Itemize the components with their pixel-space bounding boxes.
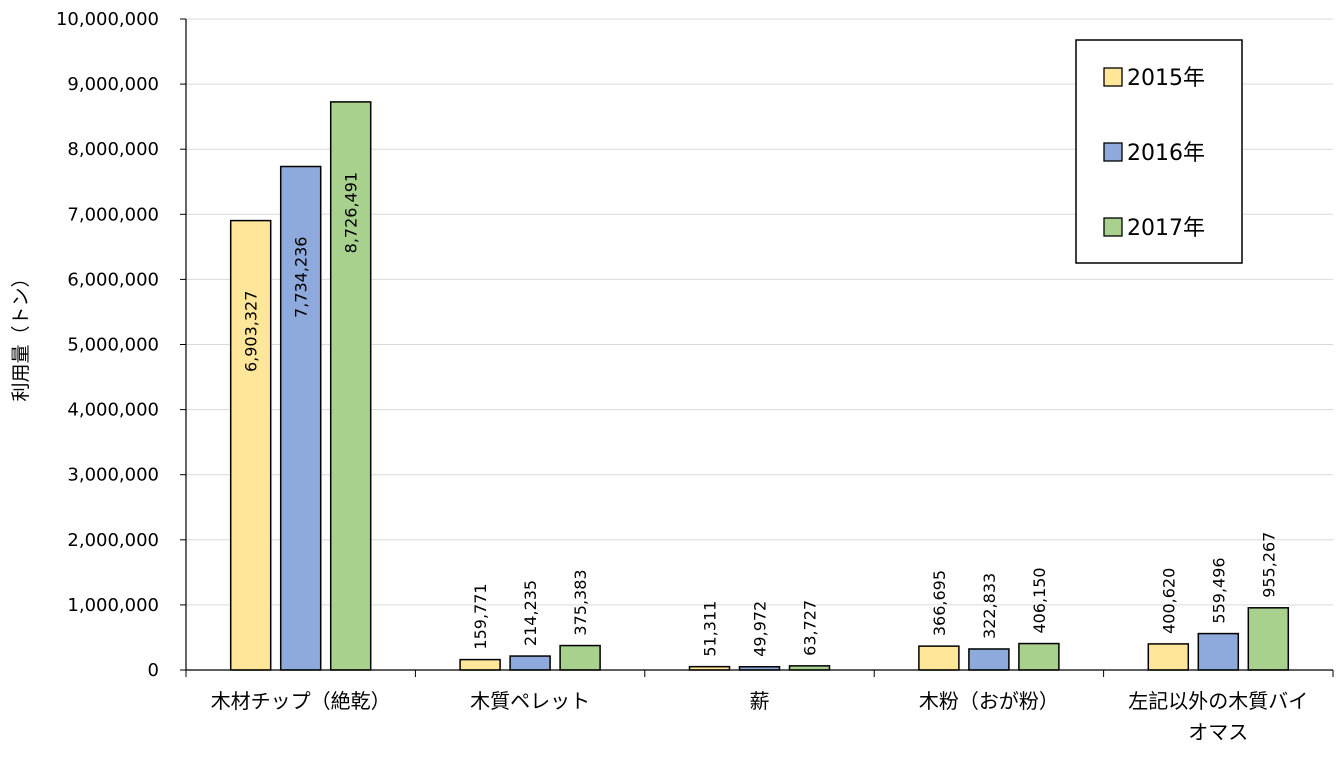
bar-series: 6,903,327 7,734,236 8,726,491 159,771 214,23… [229, 101, 1290, 671]
bar [459, 658, 501, 671]
y-axis: 0 1,000,000 2,000,000 3,000,000 4,000,000 5,0… [56, 9, 187, 681]
y-tick-label: 10,000,000 [56, 9, 159, 30]
y-axis-label: 利用量（トン） [10, 268, 32, 401]
data-label: 8,726,491 [342, 172, 361, 253]
data-label: 400,620 [1159, 568, 1178, 634]
y-tick-label: 9,000,000 [67, 74, 159, 95]
data-label: 63,727 [801, 600, 820, 656]
data-label: 322,833 [980, 573, 999, 639]
x-tick-label: 木粉（おが粉） [919, 689, 1059, 713]
y-tick-label: 8,000,000 [67, 139, 159, 160]
data-label: 51,311 [701, 601, 720, 657]
data-label: 49,972 [751, 601, 770, 657]
data-label: 214,235 [521, 580, 540, 646]
data-label: 375,383 [571, 569, 590, 635]
y-tick-label: 2,000,000 [67, 530, 159, 551]
legend-label: 2016年 [1127, 141, 1205, 166]
bar [918, 645, 960, 671]
legend-label: 2017年 [1127, 216, 1205, 241]
x-tick-label: 木質ペレット [470, 689, 590, 713]
y-tick-label: 0 [148, 660, 159, 681]
bar [279, 165, 322, 671]
bar [1197, 632, 1240, 671]
legend-swatch [1103, 67, 1123, 87]
data-label: 955,267 [1259, 532, 1278, 598]
bar [968, 648, 1010, 671]
data-label: 366,695 [930, 570, 949, 636]
legend-swatch [1103, 142, 1123, 162]
x-tick-label: 薪 [750, 689, 770, 713]
x-tick-label: 左記以外の木質バイ [1128, 689, 1308, 713]
y-tick-label: 3,000,000 [67, 465, 159, 486]
data-label: 406,150 [1030, 567, 1049, 633]
bar [1018, 642, 1060, 671]
data-label: 7,734,236 [292, 237, 311, 318]
bar [788, 665, 831, 671]
legend: 2015年 2016年 2017年 [1075, 39, 1243, 264]
y-tick-label: 4,000,000 [67, 400, 159, 421]
legend-label: 2015年 [1127, 66, 1205, 91]
data-label: 559,496 [1209, 557, 1228, 623]
y-tick-label: 6,000,000 [67, 269, 159, 290]
legend-swatch [1103, 217, 1123, 237]
bar [559, 644, 601, 671]
data-label: 6,903,327 [242, 291, 261, 372]
bar [329, 101, 372, 671]
y-tick-label: 5,000,000 [67, 335, 159, 356]
bar [1147, 643, 1190, 671]
bar [229, 219, 272, 671]
x-tick-label: 木材チップ（絶乾） [211, 689, 391, 713]
bar [1247, 607, 1290, 671]
y-tick-label: 1,000,000 [67, 595, 159, 616]
bar [509, 655, 551, 671]
gridlines [186, 18, 1333, 606]
data-label: 159,771 [471, 583, 490, 649]
y-tick-label: 7,000,000 [67, 204, 159, 225]
x-tick-label: オマス [1188, 720, 1248, 744]
